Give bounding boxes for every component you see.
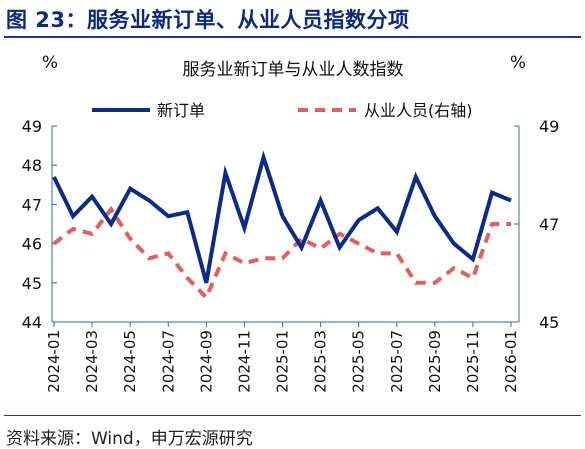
- x-axis-tick-label: 2024-09: [197, 330, 215, 393]
- series-line-employment: [52, 205, 511, 302]
- source-note: 资料来源：Wind，申万宏源研究: [6, 429, 253, 449]
- legend-label-new-orders: 新订单: [157, 101, 205, 120]
- right-axis-tick-label: 47: [539, 215, 559, 234]
- legend-label-employment: 从业人员(右轴): [364, 101, 473, 120]
- x-axis-tick-label: 2025-05: [350, 330, 368, 393]
- right-axis-tick-label: 49: [539, 117, 559, 136]
- right-axis-tick-label: 45: [539, 313, 559, 332]
- x-axis-tick-label: 2025-11: [464, 330, 482, 393]
- title-rule: [4, 36, 581, 38]
- x-axis-tick-label: 2024-01: [45, 330, 63, 393]
- x-axis-tick-label: 2025-07: [388, 330, 406, 393]
- right-axis-unit: %: [510, 53, 526, 73]
- x-axis-tick-label: 2024-03: [83, 330, 101, 393]
- left-axis-unit: %: [42, 53, 58, 73]
- left-axis-tick-label: 49: [22, 117, 42, 136]
- left-axis-tick-label: 48: [22, 156, 42, 175]
- x-axis-tick-label: 2024-05: [121, 330, 139, 393]
- x-axis-tick-label: 2026-01: [502, 330, 520, 393]
- legend: 新订单 从业人员(右轴): [92, 101, 473, 120]
- figure-title: 图 23：服务业新订单、从业人员指数分项: [6, 8, 410, 32]
- chart-title: 服务业新订单与从业人数指数: [183, 60, 404, 80]
- series-line-new-orders: [52, 150, 512, 284]
- x-axis-tick-label: 2024-07: [159, 330, 177, 393]
- x-axis-tick-label: 2025-03: [312, 330, 330, 393]
- left-axis-tick-label: 44: [22, 313, 42, 332]
- x-axis-tick-label: 2025-01: [274, 330, 292, 393]
- left-axis-tick-label: 47: [22, 195, 42, 214]
- left-axis-tick-label: 45: [22, 274, 42, 293]
- bottom-rule: [4, 415, 581, 416]
- x-axis-tick-label: 2025-09: [426, 330, 444, 393]
- x-axis-tick-label: 2024-11: [235, 330, 253, 393]
- left-axis-tick-label: 46: [22, 235, 42, 254]
